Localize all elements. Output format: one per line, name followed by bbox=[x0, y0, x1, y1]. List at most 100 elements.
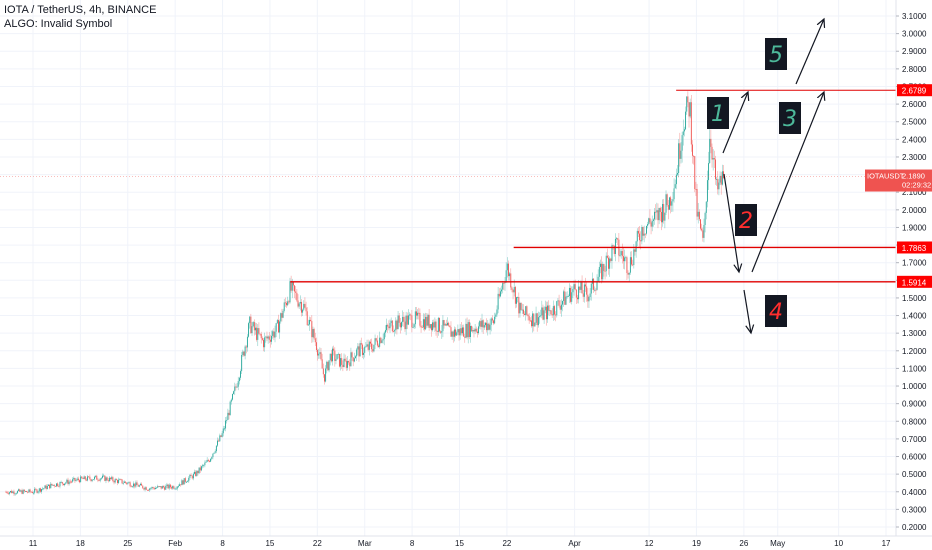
candle-body bbox=[465, 323, 467, 338]
candle bbox=[464, 333, 466, 343]
candle-body bbox=[537, 317, 539, 326]
candle-body bbox=[296, 292, 298, 301]
candle-body bbox=[8, 492, 10, 494]
annotation-label-5[interactable]: 5 bbox=[765, 38, 787, 70]
annotation-label-4[interactable]: 4 bbox=[765, 295, 787, 327]
time-tick-label: 15 bbox=[455, 539, 464, 548]
price-axis[interactable]: 0.2000 0.3000 0.4000 0.5000 0.6000 0.7000 0.80… bbox=[865, 0, 932, 550]
candle-body bbox=[559, 305, 561, 310]
candle bbox=[226, 416, 228, 424]
candle-body bbox=[720, 175, 722, 185]
candle-body bbox=[297, 300, 299, 307]
candle-body bbox=[60, 481, 62, 483]
candle-body bbox=[85, 479, 87, 481]
candle bbox=[5, 490, 7, 493]
candle-body bbox=[114, 479, 116, 483]
candle-body bbox=[510, 273, 512, 288]
candle bbox=[626, 255, 628, 280]
candle bbox=[713, 150, 715, 168]
candle-body bbox=[298, 303, 300, 307]
candle bbox=[597, 269, 599, 282]
trend-arrow[interactable] bbox=[795, 19, 824, 85]
horizontal-levels[interactable]: 2.6789 1.7863 1.5914 bbox=[290, 84, 931, 288]
candle bbox=[314, 332, 316, 346]
candle-body bbox=[566, 296, 568, 298]
candle-body bbox=[685, 111, 687, 130]
candle bbox=[505, 262, 507, 284]
candle-body bbox=[238, 377, 240, 382]
candle bbox=[644, 233, 646, 239]
candle-body bbox=[46, 485, 48, 490]
trend-arrow[interactable] bbox=[722, 92, 748, 154]
candle-body bbox=[318, 353, 320, 356]
candle bbox=[681, 131, 683, 163]
candle bbox=[144, 486, 146, 492]
candle-body bbox=[611, 245, 613, 261]
time-tick-label: 25 bbox=[123, 539, 132, 548]
candle bbox=[117, 479, 118, 486]
candle bbox=[230, 398, 232, 405]
candle-body bbox=[113, 480, 115, 483]
candle bbox=[680, 142, 682, 164]
trend-arrow[interactable] bbox=[723, 173, 739, 272]
candle-body bbox=[374, 338, 376, 345]
candle-body bbox=[568, 287, 570, 297]
annotation-label-2[interactable]: 2 bbox=[735, 204, 757, 236]
candle-body bbox=[517, 296, 519, 298]
current-price-tag[interactable] bbox=[865, 169, 932, 192]
candle-body bbox=[396, 320, 398, 330]
candle-body bbox=[521, 309, 523, 311]
candle bbox=[163, 485, 164, 489]
candle bbox=[365, 341, 367, 348]
candle bbox=[531, 316, 532, 328]
candle-body bbox=[695, 189, 697, 190]
candle-body bbox=[272, 331, 274, 336]
candle bbox=[425, 312, 427, 331]
candle-body bbox=[562, 301, 563, 305]
candle-body bbox=[206, 459, 208, 462]
candle bbox=[692, 140, 693, 164]
candle-body bbox=[540, 315, 542, 317]
candle-body bbox=[463, 327, 465, 337]
annotation-box bbox=[779, 102, 801, 134]
annotation-label-3[interactable]: 3 bbox=[779, 102, 801, 134]
candle bbox=[460, 322, 462, 336]
candle bbox=[449, 325, 451, 328]
candle bbox=[715, 155, 716, 185]
candle bbox=[433, 319, 435, 330]
candle-body bbox=[640, 240, 642, 242]
price-tick-label: 2.0000 bbox=[902, 206, 927, 215]
candle-body bbox=[102, 475, 103, 478]
candle-body bbox=[716, 179, 718, 180]
candle-body bbox=[154, 487, 156, 490]
candle bbox=[639, 225, 641, 247]
annotation-label-1[interactable]: 1 bbox=[707, 97, 729, 129]
candle-body bbox=[620, 251, 622, 256]
candle bbox=[303, 300, 305, 312]
candle-body bbox=[45, 485, 47, 490]
candle bbox=[360, 337, 362, 350]
candle-body bbox=[99, 478, 101, 481]
candle bbox=[413, 323, 415, 329]
time-axis[interactable]: 11 18 25 Feb 8 15 22 Mar 8 15 22 Apr 12 19 26 May 10 17 bbox=[0, 535, 932, 550]
candle-body bbox=[503, 283, 505, 284]
candle-body bbox=[242, 351, 244, 356]
candle-body bbox=[195, 471, 197, 476]
candle bbox=[547, 301, 549, 323]
candle bbox=[398, 313, 400, 327]
trend-arrow[interactable] bbox=[743, 289, 751, 333]
level-price-tag[interactable] bbox=[897, 275, 932, 288]
candle-body bbox=[274, 331, 276, 338]
candle-body bbox=[80, 476, 82, 483]
candle-body bbox=[665, 194, 667, 213]
level-price-tag[interactable] bbox=[897, 84, 932, 97]
candle-body bbox=[363, 352, 365, 355]
candle bbox=[100, 477, 102, 481]
level-price-tag[interactable] bbox=[897, 241, 932, 254]
current-symbol-label: IOTAUSDT bbox=[867, 172, 905, 181]
trend-arrow[interactable] bbox=[751, 92, 824, 273]
drawing-annotations[interactable]: 1 2 3 4 5 bbox=[707, 19, 824, 333]
candle bbox=[53, 484, 55, 488]
candle bbox=[663, 198, 665, 224]
